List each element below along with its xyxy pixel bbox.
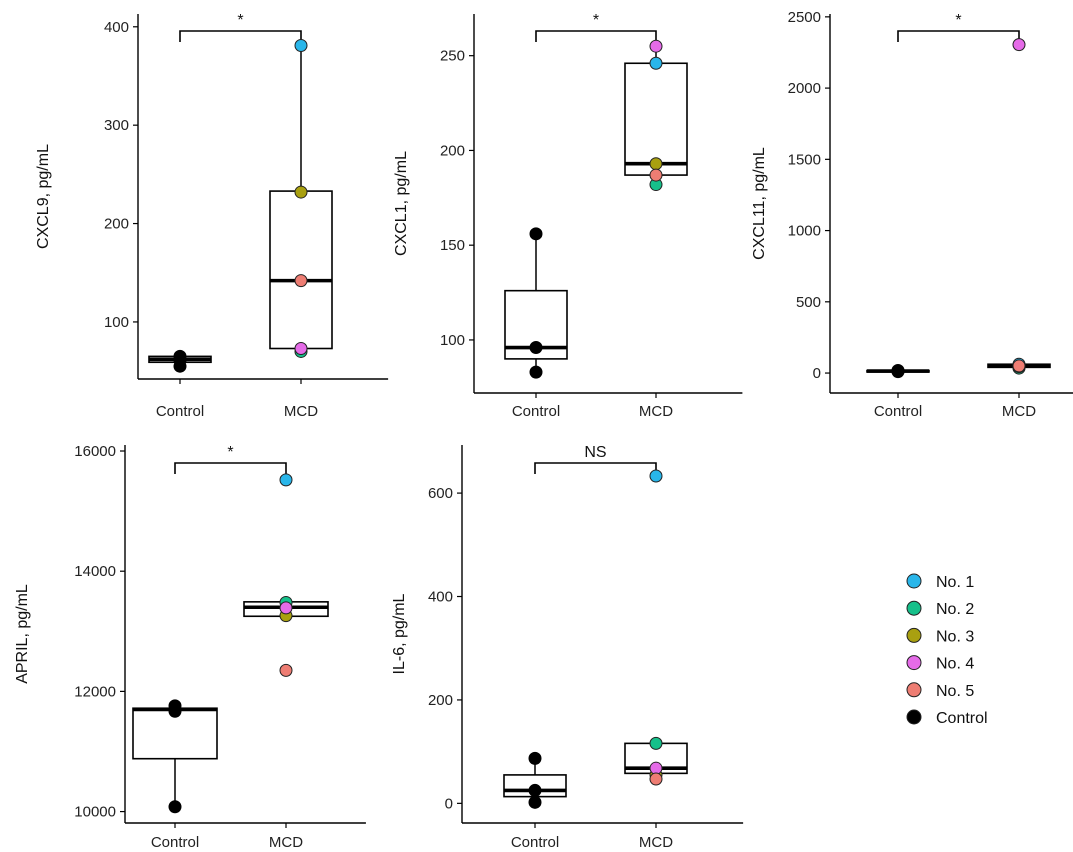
y-tick-label: 400	[104, 19, 129, 36]
y-tick-label: 10000	[74, 804, 116, 821]
mcd-point-no-5	[294, 274, 308, 288]
y-tick-label: 2500	[788, 9, 821, 26]
significance-bracket	[534, 462, 657, 474]
x-tick-label: Control	[151, 834, 199, 851]
mcd-point-no-2	[649, 736, 663, 750]
legend-swatch	[906, 655, 922, 671]
legend-swatch	[906, 682, 922, 698]
box-iqr	[269, 190, 333, 350]
x-tick-label: Control	[511, 834, 559, 851]
mcd-point-no-3	[649, 157, 663, 171]
mcd-point-no-5	[649, 772, 663, 786]
y-axis-label: CXCL9, pg/mL	[35, 144, 52, 249]
mcd-point-no-4	[1012, 38, 1026, 52]
box-iqr	[624, 62, 688, 176]
mcd-point-no-4	[649, 39, 663, 53]
mcd-point-no-5	[279, 663, 293, 677]
y-tick-label: 500	[796, 294, 821, 311]
legend-swatch	[906, 600, 922, 616]
mcd-point-no-1	[649, 469, 663, 483]
control-point	[168, 699, 182, 713]
mcd-point-no-1	[294, 38, 308, 52]
chart-panel-3: 0 500 1000 1500 2000 2500 Control MCD CXCL11, pg…	[751, 9, 1073, 420]
legend-label: No. 5	[936, 683, 974, 700]
y-tick-label: 14000	[74, 563, 116, 580]
y-axis-label: APRIL, pg/mL	[14, 584, 31, 684]
y-tick-label: 100	[440, 332, 465, 349]
x-tick-label: MCD	[1002, 403, 1036, 420]
significance-bracket	[897, 30, 1020, 42]
y-axis-label: CXCL11, pg/mL	[751, 147, 768, 260]
y-tick-label: 400	[428, 589, 453, 606]
control-point	[529, 227, 543, 241]
y-tick-label: 16000	[74, 443, 116, 460]
mcd-point-no-4	[294, 342, 308, 356]
significance-bracket	[179, 30, 302, 42]
x-tick-label: Control	[156, 403, 204, 420]
y-tick-label: 1500	[788, 151, 821, 168]
y-tick-label: 100	[104, 314, 129, 331]
mcd-point-no-1	[279, 473, 293, 487]
significance-bracket	[535, 30, 657, 42]
chart-panel-5: 0 200 400 600 Control MCD IL-6, pg/mL NS	[391, 444, 744, 851]
mcd-point-no-1	[649, 56, 663, 70]
mcd-point-no-4	[279, 601, 293, 615]
y-tick-label: 150	[440, 237, 465, 254]
legend-label: No. 1	[936, 574, 974, 591]
control-point	[529, 365, 543, 379]
control-point	[528, 751, 542, 765]
y-axis-label: CXCL1, pg/mL	[393, 151, 410, 256]
y-tick-label: 12000	[74, 683, 116, 700]
y-tick-label: 200	[440, 142, 465, 159]
control-point	[529, 341, 543, 355]
y-tick-label: 300	[104, 117, 129, 134]
y-tick-label: 200	[104, 216, 129, 233]
x-tick-label: Control	[512, 403, 560, 420]
legend-label: No. 2	[936, 601, 974, 618]
significance-label: *	[227, 444, 233, 461]
y-tick-label: 250	[440, 48, 465, 65]
box-iqr	[132, 707, 218, 760]
y-tick-label: 0	[813, 365, 821, 382]
chart-panel-4: 10000 12000 14000 16000 Control MCD APRIL, pg/…	[14, 443, 366, 851]
legend-label: No. 3	[936, 628, 974, 645]
chart-panel-2: 100 150 200 250 Control MCD CXCL1, pg/mL *	[393, 12, 743, 420]
control-point	[528, 795, 542, 809]
x-tick-label: MCD	[284, 403, 318, 420]
mcd-point-no-3	[294, 185, 308, 199]
mcd-point-no-5	[1012, 359, 1026, 373]
legend-swatch	[906, 627, 922, 643]
legend-label: Control	[936, 710, 988, 727]
significance-label: *	[237, 12, 243, 29]
y-axis-label: IL-6, pg/mL	[391, 593, 408, 674]
x-tick-label: MCD	[639, 403, 673, 420]
y-tick-label: 2000	[788, 80, 821, 97]
control-point	[173, 349, 187, 363]
x-tick-label: Control	[874, 403, 922, 420]
chart-panel-1: 100 200 300 400 Control MCD CXCL9, pg/mL *	[35, 12, 389, 420]
x-tick-label: MCD	[639, 834, 673, 851]
legend: No. 1 No. 2 No. 3 No. 4 No. 5 Control	[906, 573, 988, 727]
significance-label: *	[593, 12, 599, 29]
y-tick-label: 1000	[788, 223, 821, 240]
control-point	[891, 363, 905, 377]
y-tick-label: 0	[445, 795, 453, 812]
mcd-point-no-4	[649, 761, 663, 775]
mcd-point-no-5	[649, 168, 663, 182]
significance-label: NS	[584, 444, 606, 461]
control-point	[168, 800, 182, 814]
significance-label: *	[955, 12, 961, 29]
legend-label: No. 4	[936, 656, 974, 673]
x-tick-label: MCD	[269, 834, 303, 851]
control-point	[528, 783, 542, 797]
legend-swatch	[906, 709, 922, 725]
y-tick-label: 600	[428, 485, 453, 502]
significance-bracket	[174, 462, 287, 474]
legend-swatch	[906, 573, 922, 589]
y-tick-label: 200	[428, 692, 453, 709]
